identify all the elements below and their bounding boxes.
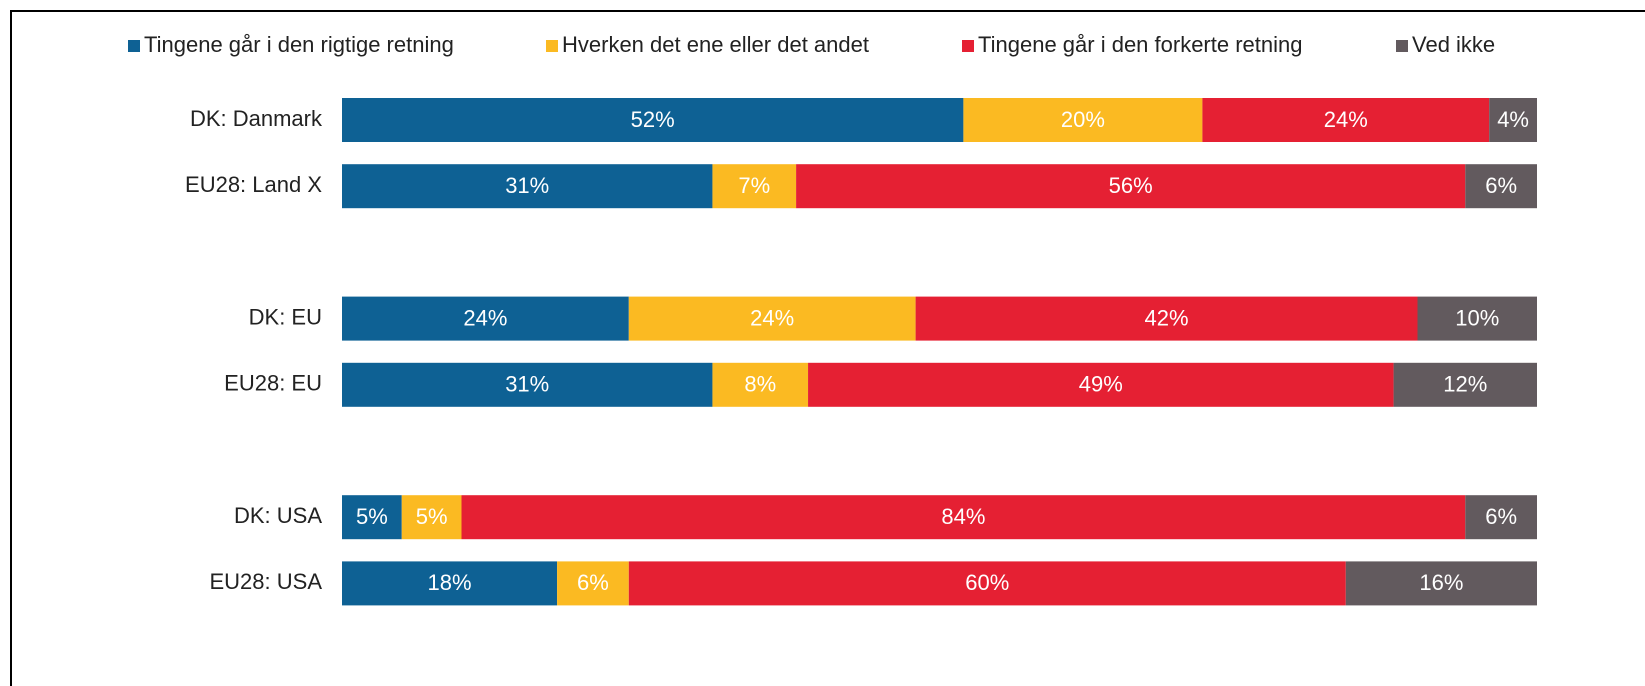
data-label: 5% (356, 504, 388, 529)
data-label: 52% (631, 107, 675, 132)
data-label: 10% (1455, 305, 1499, 330)
bar-segment (712, 362, 809, 407)
bar-segment (342, 362, 713, 407)
legend-label: Tingene går i den rigtige retning (144, 32, 454, 57)
data-label: 7% (738, 173, 770, 198)
y-tick-label: DK: Danmark (190, 106, 323, 131)
data-label: 60% (965, 570, 1009, 595)
bar-segment (1393, 362, 1537, 407)
legend-label: Ved ikke (1412, 32, 1495, 57)
bar-segment (461, 495, 1466, 540)
bar-segment (401, 495, 462, 540)
bar-segment (796, 164, 1466, 209)
bar-segment (915, 296, 1418, 341)
legend-swatch (1396, 40, 1408, 52)
legend-label: Tingene går i den forkerte retning (978, 32, 1303, 57)
data-label: 6% (577, 570, 609, 595)
data-label: 56% (1109, 173, 1153, 198)
data-label: 31% (505, 173, 549, 198)
y-tick-label: DK: USA (234, 503, 322, 528)
data-label: 8% (744, 372, 776, 397)
data-label: 4% (1497, 107, 1529, 132)
data-label: 42% (1145, 305, 1189, 330)
data-label: 24% (750, 305, 794, 330)
bar-segment (628, 296, 916, 341)
bar-segment (557, 561, 629, 606)
bar-segment (342, 164, 713, 209)
data-label: 6% (1485, 173, 1517, 198)
bar-segment (342, 495, 402, 540)
y-tick-label: EU28: EU (224, 371, 322, 396)
frame (10, 10, 1645, 686)
data-label: 24% (463, 305, 507, 330)
y-tick-label: EU28: Land X (185, 172, 322, 197)
bar-segment (342, 98, 964, 142)
data-label: 16% (1419, 570, 1463, 595)
bar-segment (712, 164, 797, 209)
data-label: 84% (941, 504, 985, 529)
bar-segment (963, 98, 1203, 142)
data-label: 24% (1324, 107, 1368, 132)
bar-segment (1465, 164, 1537, 209)
legend-swatch (962, 40, 974, 52)
bar-segment (1489, 98, 1537, 142)
bar-segment (1202, 98, 1490, 142)
bar-segment (628, 561, 1346, 606)
data-label: 12% (1443, 372, 1487, 397)
data-label: 49% (1079, 372, 1123, 397)
data-label: 6% (1485, 504, 1517, 529)
legend-swatch (546, 40, 558, 52)
bar-segment (1417, 296, 1537, 341)
data-label: 31% (505, 372, 549, 397)
legend-label: Hverken det ene eller det andet (562, 32, 869, 57)
bar-segment (808, 362, 1394, 407)
legend-swatch (128, 40, 140, 52)
bar-segment (342, 561, 558, 606)
data-label: 5% (416, 504, 448, 529)
bar-segment (1345, 561, 1537, 606)
bar-segment (1465, 495, 1537, 540)
data-label: 18% (428, 570, 472, 595)
data-label: 20% (1061, 107, 1105, 132)
y-tick-label: DK: EU (249, 304, 322, 329)
y-tick-label: EU28: USA (210, 569, 323, 594)
bar-segment (342, 296, 629, 341)
